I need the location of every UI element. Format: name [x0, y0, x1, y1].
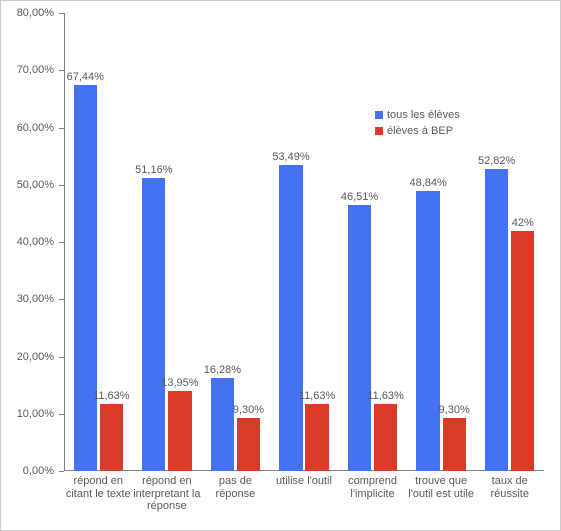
bar-value-label: 16,28% — [204, 364, 241, 376]
bar-value-label: 11,63% — [93, 390, 130, 402]
legend-swatch — [375, 127, 383, 135]
bar-value-label: 9,30% — [233, 404, 264, 416]
chart-container: 67,44% 11,63% 51,16% 13,95% 16,28% 9,30% 53,49… — [0, 0, 561, 531]
bar — [168, 391, 191, 471]
xtick-label: comprend l'implicite — [338, 475, 407, 500]
bar — [348, 205, 371, 471]
ytick-label: 20,00% — [1, 351, 54, 363]
bar-value-label: 67,44% — [67, 71, 104, 83]
xtick-label: répond en interpretant la réponse — [133, 475, 202, 513]
bar-value-label: 48,84% — [409, 177, 446, 189]
bar — [305, 404, 328, 471]
ytick-label: 50,00% — [1, 179, 54, 191]
legend-label: élèves à BEP — [387, 125, 453, 137]
bar-value-label: 13,95% — [161, 377, 198, 389]
bar-value-label: 52,82% — [478, 155, 515, 167]
ytick-label: 60,00% — [1, 122, 54, 134]
bar-value-label: 46,51% — [341, 191, 378, 203]
xtick-label: pas de réponse — [201, 475, 270, 500]
bar-value-label: 11,63% — [367, 390, 404, 402]
xtick-label: utilise l'outil — [270, 475, 339, 488]
bar — [485, 169, 508, 471]
bar — [100, 404, 123, 471]
bar-value-label: 42% — [512, 217, 534, 229]
ytick-label: 0,00% — [1, 465, 54, 477]
legend-swatch — [375, 111, 383, 119]
bar — [511, 231, 534, 471]
plot-area: 67,44% 11,63% 51,16% 13,95% 16,28% 9,30% 53,49… — [64, 13, 544, 471]
xtick-label: taux de réussite — [475, 475, 544, 500]
bar — [416, 191, 439, 471]
legend-item: élèves à BEP — [375, 125, 460, 137]
ytick-label: 70,00% — [1, 64, 54, 76]
bar-value-label: 11,63% — [299, 390, 336, 402]
bar-value-label: 9,30% — [439, 404, 470, 416]
bar — [142, 178, 165, 471]
bar — [443, 418, 466, 471]
legend-item: tous les élèves — [375, 109, 460, 121]
xtick-label: répond en citant le texte — [64, 475, 133, 500]
legend: tous les élèves élèves à BEP — [375, 109, 460, 137]
ytick-label: 10,00% — [1, 408, 54, 420]
bar — [279, 165, 302, 471]
legend-label: tous les élèves — [387, 109, 460, 121]
bar — [74, 85, 97, 471]
bar — [237, 418, 260, 471]
bar-value-label: 51,16% — [135, 164, 172, 176]
ytick-label: 40,00% — [1, 236, 54, 248]
bar — [211, 378, 234, 471]
ytick-label: 30,00% — [1, 293, 54, 305]
ytick-label: 80,00% — [1, 7, 54, 19]
xtick-label: trouve que l'outil est utile — [407, 475, 476, 500]
bar — [374, 404, 397, 471]
bar-value-label: 53,49% — [272, 151, 309, 163]
